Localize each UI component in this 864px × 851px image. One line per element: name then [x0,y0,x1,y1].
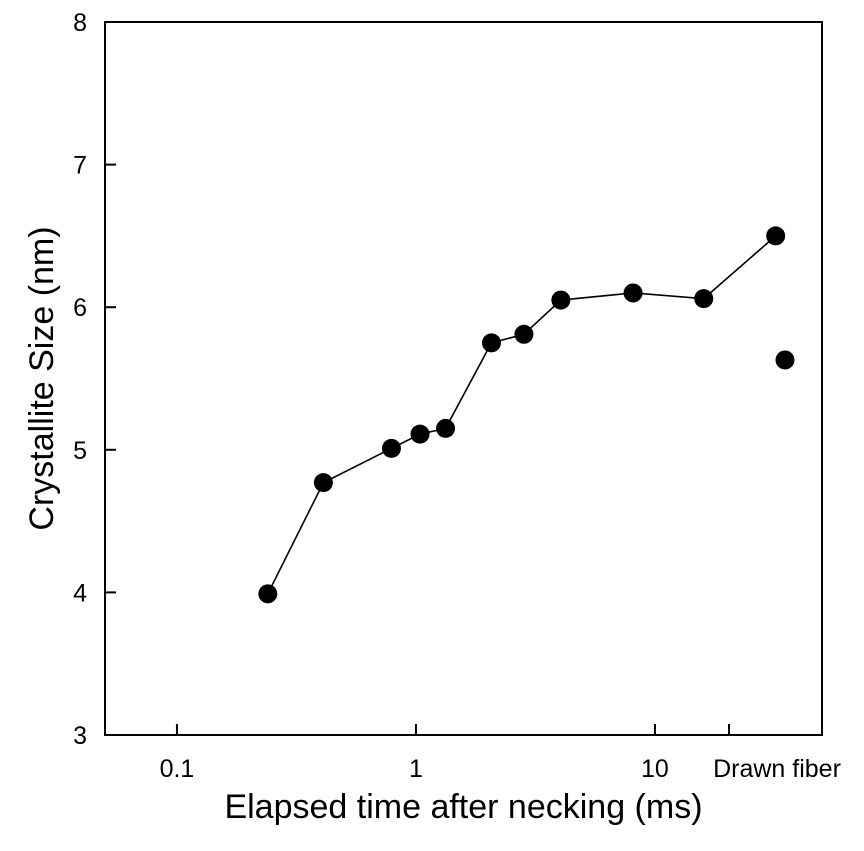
x-tick-label: 10 [641,755,669,783]
x-axis-title: Elapsed time after necking (ms) [224,788,702,826]
data-point [436,418,456,438]
plot-border [104,21,823,736]
y-tick-label: 4 [73,579,87,607]
data-point [410,424,430,444]
data-point [381,438,401,458]
data-point [623,283,643,303]
y-tick-label: 5 [73,437,87,465]
series-points [258,226,795,604]
y-axis-ticks: 3 4 5 6 7 8 [73,9,116,750]
x-category-label: Drawn fiber [713,755,841,783]
data-point [694,289,714,309]
series-lines [267,235,777,595]
x-axis-ticks: 0.1 1 10 Drawn fiber [160,724,841,783]
data-point [313,473,333,493]
series-line [267,235,777,595]
data-point [481,333,501,353]
data-point [766,226,786,246]
drawn-fiber-point [775,350,795,370]
data-point [551,290,571,310]
y-tick-label: 6 [73,294,87,322]
y-tick-label: 8 [73,9,87,37]
data-point [514,324,534,344]
plot-frame [104,21,823,736]
x-tick-label: 0.1 [160,755,195,783]
y-tick-label: 7 [73,152,87,180]
x-tick-label: 1 [409,755,423,783]
y-tick-label: 3 [73,722,87,750]
y-axis-title: Crystallite Size (nm) [23,226,61,530]
data-point [258,584,278,604]
